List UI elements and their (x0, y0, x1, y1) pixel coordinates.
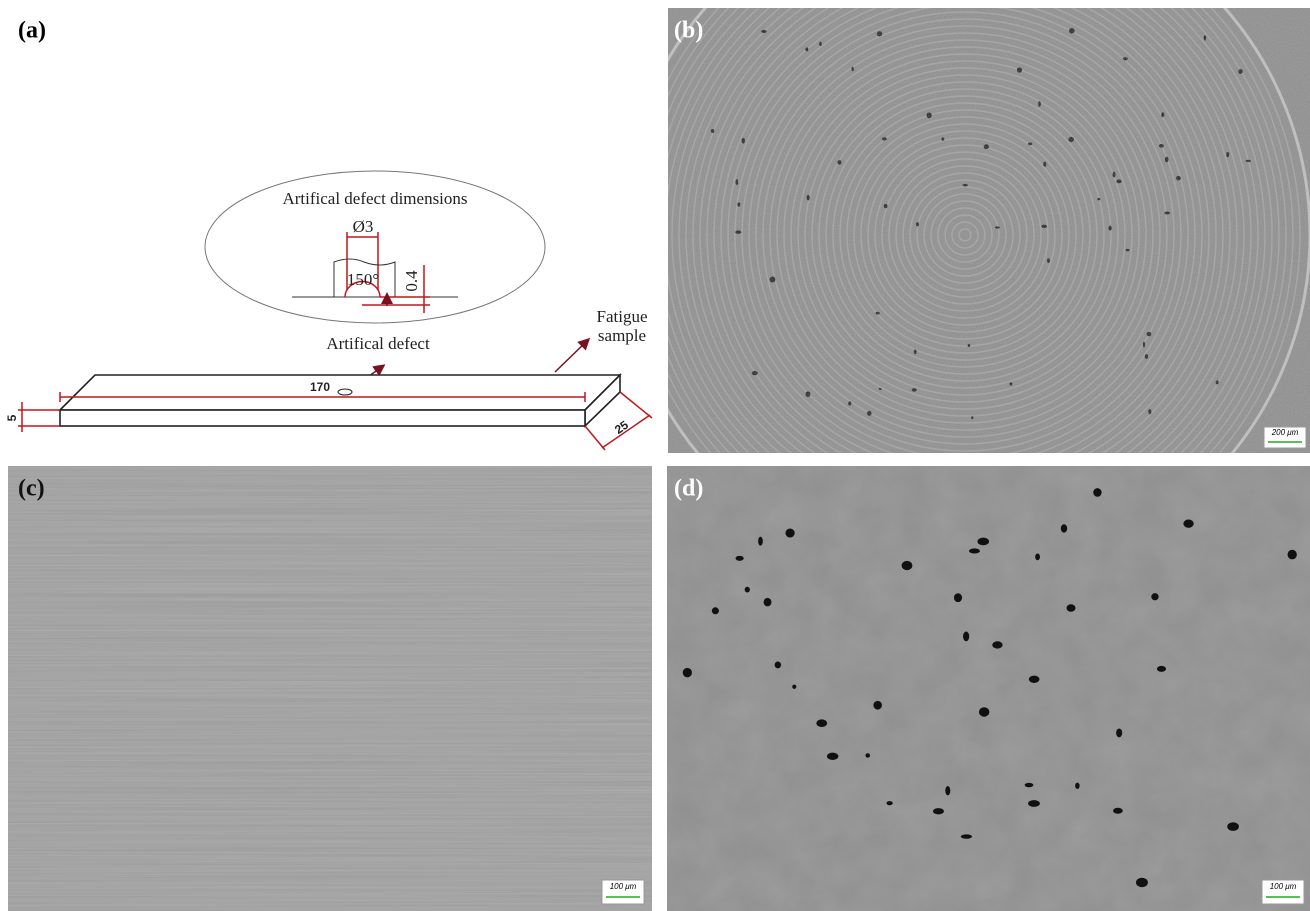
pore (1157, 666, 1166, 672)
sample-label: Fatigue (597, 307, 648, 326)
pore (977, 538, 989, 546)
pore (945, 786, 950, 795)
scale-bar-label: 100 μm (610, 882, 637, 891)
pore (745, 587, 750, 593)
sem-texture (8, 466, 652, 911)
pore (873, 701, 882, 710)
pore (1061, 524, 1067, 532)
pore (1136, 878, 1148, 887)
pore (1151, 593, 1158, 600)
sem-texture (668, 8, 1310, 453)
inset-title: Artifical defect dimensions (282, 189, 467, 208)
width-label: 25 (612, 418, 631, 437)
pore (1288, 550, 1297, 560)
pore (886, 801, 892, 805)
pore (785, 529, 794, 538)
pore (969, 548, 980, 553)
sem-texture (667, 466, 1310, 911)
pore (1113, 808, 1123, 814)
sample-arrow (555, 340, 588, 372)
panel-label: (a) (18, 18, 46, 44)
panel-label: (c) (18, 476, 45, 502)
pore (1093, 488, 1101, 497)
pore (758, 537, 763, 546)
sample-label: sample (598, 326, 646, 345)
pore (816, 719, 827, 727)
thickness-dimension (18, 402, 60, 432)
pore (902, 561, 913, 570)
pore (1183, 519, 1193, 527)
pore (1066, 604, 1075, 611)
pore (827, 753, 838, 760)
pore (775, 661, 781, 668)
pore (1075, 783, 1080, 789)
pore (1227, 822, 1239, 831)
length-label: 170 (310, 380, 330, 394)
figure: (a) Artifical defect dimensions Ø3 150° … (0, 0, 1310, 911)
pore (1116, 728, 1122, 737)
sample-bar (60, 375, 620, 426)
pore (992, 641, 1002, 648)
pore (961, 834, 972, 838)
panel-a: (a) Artifical defect dimensions Ø3 150° … (5, 18, 652, 451)
pore (1035, 553, 1040, 560)
diameter-label: Ø3 (353, 217, 374, 236)
depth-label: 0.4 (402, 270, 421, 292)
pore (865, 753, 870, 757)
angle-label: 150° (347, 270, 379, 289)
panel-c: (c) 100 μm (8, 466, 652, 911)
pore (1025, 783, 1034, 787)
pore (979, 707, 989, 716)
panel-label: (b) (674, 18, 703, 44)
pore (683, 668, 692, 677)
figure-canvas: (a) Artifical defect dimensions Ø3 150° … (0, 0, 1310, 911)
pore (712, 607, 719, 614)
defect-label: Artifical defect (326, 334, 430, 353)
pore (1029, 676, 1040, 683)
scale-bar-label: 200 μm (1271, 428, 1299, 437)
pore (933, 808, 944, 814)
pore (736, 556, 744, 561)
panel-d: (d) 100 μm (667, 466, 1310, 911)
thickness-label: 5 (5, 414, 19, 421)
scale-bar-label: 100 μm (1270, 882, 1297, 891)
pore (792, 685, 796, 689)
pore (764, 598, 772, 607)
pore (963, 632, 969, 642)
pore (954, 593, 962, 602)
pore (1028, 800, 1040, 807)
panel-label: (d) (674, 476, 703, 502)
